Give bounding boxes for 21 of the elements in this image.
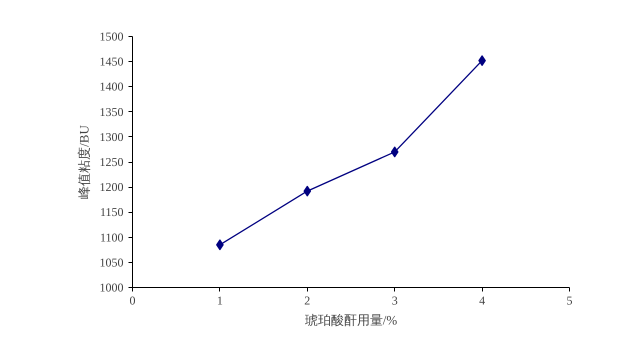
- y-axis-title: 峰值粘度/BU: [76, 124, 92, 199]
- y-tick-label: 1450: [100, 54, 124, 69]
- point: [390, 146, 399, 158]
- x-tick-label: 1: [216, 294, 223, 308]
- y-tick-label: 1400: [100, 80, 124, 94]
- y-tick-label: 1300: [100, 130, 124, 144]
- y-tick-label: 1050: [100, 255, 124, 270]
- x-tick-label: 3: [392, 294, 398, 308]
- y-tick-label: 1250: [100, 155, 124, 169]
- x-tick-label: 0: [130, 294, 136, 308]
- x-tick-label: 4: [479, 294, 486, 308]
- y-tick-label: 1200: [100, 180, 124, 194]
- x-tick-label: 2: [304, 294, 310, 308]
- y-tick-label: 1500: [100, 30, 124, 44]
- y-tick-label: 1350: [100, 104, 124, 119]
- point: [303, 186, 312, 197]
- y-tick-label: 1150: [100, 205, 124, 220]
- y-tick-label: 1000: [100, 280, 124, 294]
- x-tick-label: 5: [566, 294, 572, 308]
- x-axis-title: 琥珀酸酐用量/%: [304, 312, 398, 328]
- y-tick-label: 1100: [100, 230, 124, 244]
